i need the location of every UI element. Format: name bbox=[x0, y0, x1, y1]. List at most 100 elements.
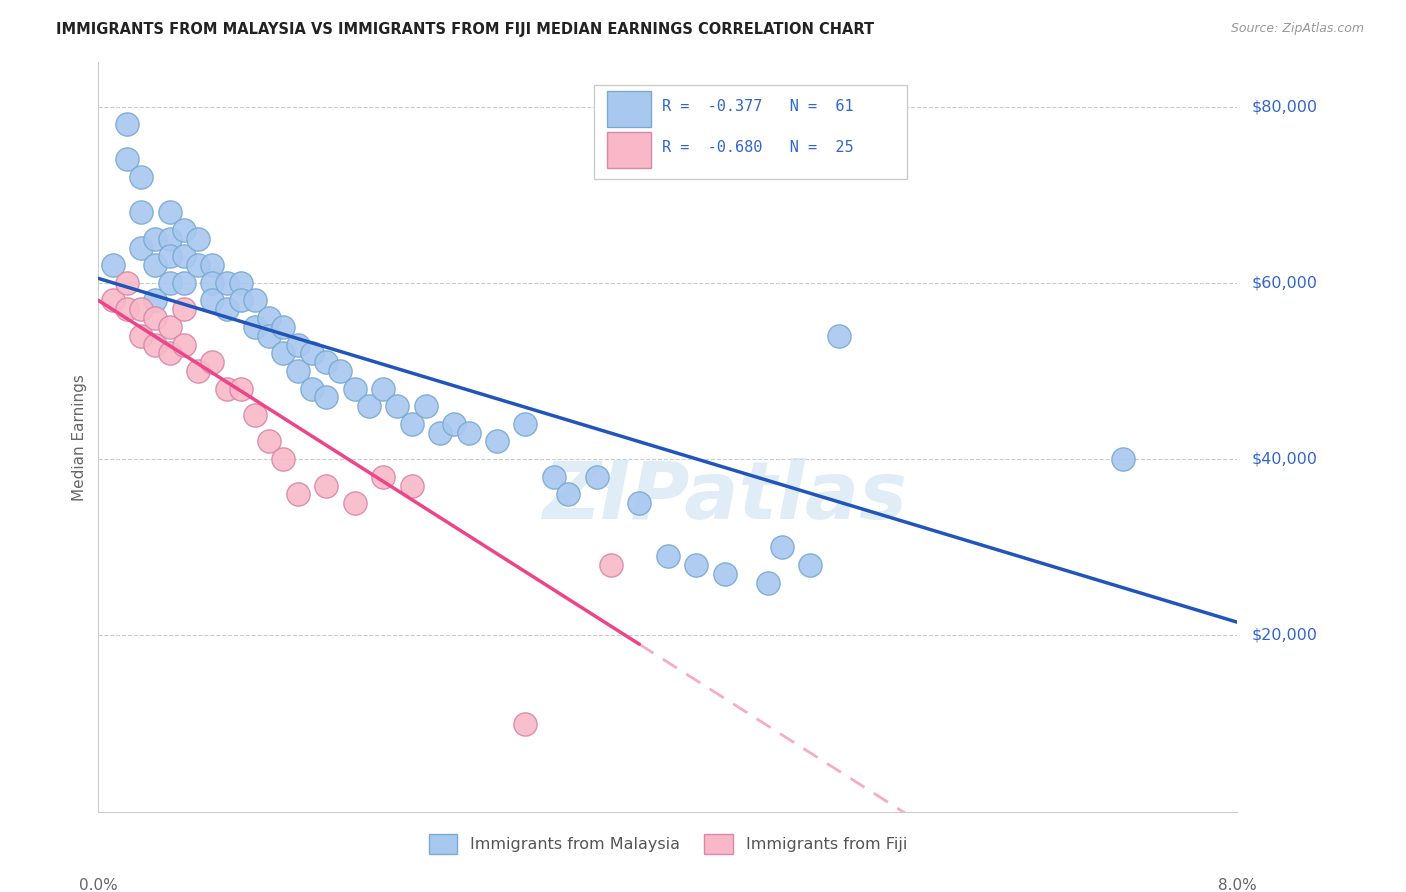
Point bbox=[159, 276, 181, 290]
Point bbox=[115, 153, 138, 167]
Point bbox=[243, 319, 266, 334]
Point bbox=[259, 328, 281, 343]
Text: 0.0%: 0.0% bbox=[79, 878, 118, 892]
Point bbox=[115, 302, 138, 317]
Point bbox=[315, 355, 337, 369]
Point bbox=[145, 337, 167, 351]
Text: R =  -0.680   N =  25: R = -0.680 N = 25 bbox=[662, 140, 853, 155]
Point bbox=[159, 346, 181, 360]
Text: R =  -0.377   N =  61: R = -0.377 N = 61 bbox=[662, 99, 853, 113]
Point bbox=[243, 408, 266, 422]
Point bbox=[173, 223, 195, 237]
Legend: Immigrants from Malaysia, Immigrants from Fiji: Immigrants from Malaysia, Immigrants fro… bbox=[422, 828, 914, 860]
Text: $60,000: $60,000 bbox=[1251, 276, 1317, 290]
Point bbox=[1112, 452, 1135, 467]
Point bbox=[187, 364, 209, 378]
Point bbox=[315, 478, 337, 492]
Point bbox=[173, 302, 195, 317]
Point bbox=[401, 478, 423, 492]
Text: Source: ZipAtlas.com: Source: ZipAtlas.com bbox=[1230, 22, 1364, 36]
Point bbox=[129, 241, 152, 255]
Point bbox=[129, 302, 152, 317]
Point bbox=[457, 425, 479, 440]
Point bbox=[187, 258, 209, 272]
Text: $80,000: $80,000 bbox=[1251, 99, 1317, 114]
Point bbox=[828, 328, 851, 343]
Point bbox=[201, 355, 224, 369]
Point bbox=[357, 399, 380, 413]
Point bbox=[215, 276, 238, 290]
Point bbox=[371, 382, 394, 396]
Point bbox=[770, 541, 793, 555]
Point bbox=[329, 364, 352, 378]
Point bbox=[101, 293, 124, 308]
Point bbox=[515, 716, 537, 731]
Point bbox=[159, 319, 181, 334]
Text: ZIPatlas: ZIPatlas bbox=[543, 458, 907, 536]
Point bbox=[515, 417, 537, 431]
Point bbox=[301, 346, 323, 360]
Point bbox=[159, 232, 181, 246]
Point bbox=[201, 293, 224, 308]
Point bbox=[215, 302, 238, 317]
Point bbox=[145, 232, 167, 246]
Point bbox=[415, 399, 437, 413]
Point bbox=[585, 469, 607, 483]
Point bbox=[287, 487, 309, 501]
Point bbox=[145, 311, 167, 326]
Point bbox=[756, 575, 779, 590]
Point bbox=[145, 258, 167, 272]
Point bbox=[343, 382, 366, 396]
Point bbox=[287, 337, 309, 351]
Point bbox=[714, 566, 737, 581]
Point bbox=[543, 469, 565, 483]
Point bbox=[129, 205, 152, 219]
Point bbox=[173, 249, 195, 263]
Point bbox=[387, 399, 409, 413]
Point bbox=[486, 434, 509, 449]
Point bbox=[273, 319, 295, 334]
Point bbox=[201, 276, 224, 290]
FancyBboxPatch shape bbox=[593, 85, 907, 178]
Point bbox=[557, 487, 579, 501]
Point bbox=[159, 205, 181, 219]
Point bbox=[799, 558, 821, 572]
Point bbox=[229, 382, 252, 396]
Point bbox=[287, 364, 309, 378]
Point bbox=[273, 452, 295, 467]
Point bbox=[159, 249, 181, 263]
Y-axis label: Median Earnings: Median Earnings bbox=[72, 374, 87, 500]
Point bbox=[429, 425, 451, 440]
Point bbox=[115, 276, 138, 290]
Point bbox=[187, 232, 209, 246]
Text: $40,000: $40,000 bbox=[1251, 451, 1317, 467]
Point bbox=[173, 337, 195, 351]
Point bbox=[343, 496, 366, 510]
Point bbox=[628, 496, 651, 510]
Bar bbox=[607, 90, 651, 127]
Point bbox=[129, 328, 152, 343]
Point bbox=[443, 417, 465, 431]
Point bbox=[685, 558, 707, 572]
Point bbox=[215, 382, 238, 396]
Point bbox=[401, 417, 423, 431]
Point bbox=[201, 258, 224, 272]
Text: IMMIGRANTS FROM MALAYSIA VS IMMIGRANTS FROM FIJI MEDIAN EARNINGS CORRELATION CHA: IMMIGRANTS FROM MALAYSIA VS IMMIGRANTS F… bbox=[56, 22, 875, 37]
Point bbox=[115, 117, 138, 131]
Text: $20,000: $20,000 bbox=[1251, 628, 1317, 643]
Point bbox=[273, 346, 295, 360]
Point bbox=[173, 276, 195, 290]
Point bbox=[657, 549, 679, 563]
Point bbox=[129, 169, 152, 184]
Point bbox=[315, 391, 337, 405]
Point bbox=[371, 469, 394, 483]
Text: 8.0%: 8.0% bbox=[1218, 878, 1257, 892]
Point bbox=[259, 311, 281, 326]
Point bbox=[229, 276, 252, 290]
Point bbox=[101, 258, 124, 272]
Point bbox=[229, 293, 252, 308]
Point bbox=[243, 293, 266, 308]
Point bbox=[301, 382, 323, 396]
Point bbox=[145, 293, 167, 308]
Point bbox=[259, 434, 281, 449]
